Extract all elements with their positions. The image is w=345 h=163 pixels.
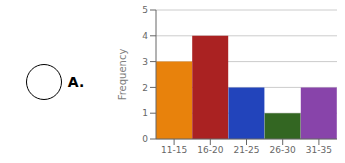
svg-text:11-15: 11-15 <box>161 145 187 155</box>
svg-text:4: 4 <box>142 31 148 41</box>
svg-text:3: 3 <box>142 57 148 67</box>
svg-text:16-20: 16-20 <box>197 145 223 155</box>
svg-text:2: 2 <box>142 83 148 93</box>
svg-text:1: 1 <box>142 108 148 118</box>
svg-text:0: 0 <box>142 134 148 144</box>
svg-text:26-30: 26-30 <box>270 145 296 155</box>
svg-text:21-25: 21-25 <box>233 145 259 155</box>
svg-text:31-35: 31-35 <box>306 145 332 155</box>
svg-text:Frequency: Frequency <box>117 49 128 101</box>
svg-text:5: 5 <box>142 5 148 15</box>
html-text:A.: A. <box>67 73 85 90</box>
